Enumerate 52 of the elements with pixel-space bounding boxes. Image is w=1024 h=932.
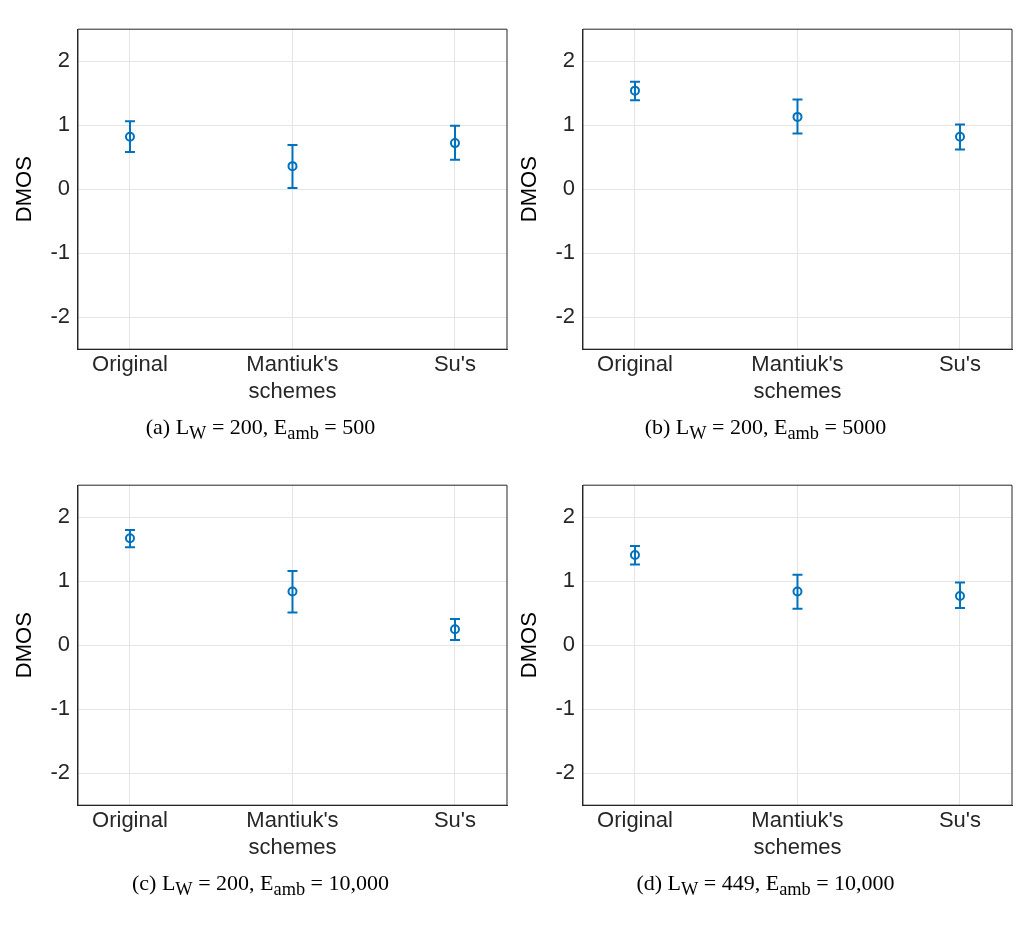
point [124,131,135,142]
text: (b) L$_{W}$ = 200, E$_{amb}$ = 5000 [643,414,888,445]
point [450,624,460,635]
point [792,586,803,597]
y-tick-label: -1 [555,695,575,721]
y-tick-label: 2 [57,503,70,529]
y-tick-label: -2 [555,759,575,785]
point [124,533,135,544]
x-tick-label: Su's [938,351,982,377]
x-tick-label: Original [597,807,673,833]
x-tick-label: Su's [938,807,982,833]
y-tick-label: 0 [562,175,575,201]
y-tick-label: 0 [562,631,575,657]
y-tick-label: 1 [562,111,575,137]
y-tick-label: -2 [50,759,70,785]
y-tick-label: 1 [57,111,70,137]
text: (a) L$_{W}$ = 200, E$_{amb}$ = 500 [144,414,377,445]
x-tick-label: Su's [433,807,477,833]
text: (c) L$_{W}$ = 200, E$_{amb}$ = 10,000 [131,870,390,901]
x-tick-label: Original [92,807,168,833]
x-tick-label: Mantiuk's schemes [751,807,844,860]
y-tick-label: 2 [562,503,575,529]
point [629,550,640,561]
y-axis-title: DMOS [11,612,37,679]
y-axis-title: DMOS [11,156,37,223]
y-tick-label: 2 [57,47,70,73]
point [629,85,640,96]
point [287,586,298,597]
y-tick-label: 1 [57,567,70,593]
y-tick-label: 0 [57,175,70,201]
x-tick-label: Mantiuk's schemes [246,351,339,403]
y-axis-title: DMOS [516,612,542,679]
y-tick-label: 1 [562,567,575,593]
x-tick-label: Su's [433,351,477,377]
y-tick-label: -1 [50,239,70,265]
y-tick-label: -1 [555,239,575,265]
x-tick-label: Mantiuk's schemes [246,807,339,860]
x-tick-label: Mantiuk's schemes [751,351,844,403]
y-tick-label: -1 [50,695,70,721]
y-tick-label: 0 [57,631,70,657]
text: (d) L$_{W}$ = 449, E$_{amb}$ = 10,000 [635,870,896,901]
x-tick-label: Original [597,351,673,377]
point [450,138,460,149]
y-tick-label: -2 [50,303,70,329]
y-tick-label: 2 [562,47,575,73]
y-axis-title: DMOS [516,156,542,223]
x-tick-label: Original [92,351,168,377]
point [792,111,803,122]
point [955,131,965,142]
point [955,591,965,602]
point [287,161,298,172]
y-tick-label: -2 [555,303,575,329]
